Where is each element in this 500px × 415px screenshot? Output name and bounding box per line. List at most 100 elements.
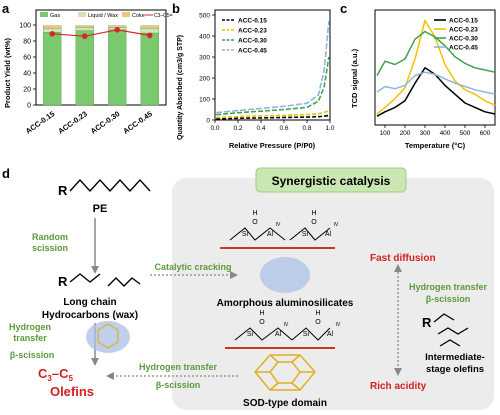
chart-b-xtick-label: 0.0 [210, 125, 219, 132]
legend-label-liquid: Liquid / Wax [88, 13, 118, 19]
scission-label: scission [32, 243, 68, 253]
svg-text:IV: IV [336, 322, 341, 328]
bar-liquid [140, 28, 159, 34]
sod-structure: Si Al Si Al H O H O IV IV [225, 310, 341, 349]
arrow-head-catalytic [230, 271, 238, 279]
chart-c-xtick-label: 400 [440, 130, 451, 137]
chart-b-xtick-label: 0.6 [279, 125, 288, 132]
chart-b-legend-label: ACC-0.15 [238, 18, 267, 25]
stage-olefins-label: stage olefins [426, 364, 484, 375]
chart-b-series-0 [216, 114, 329, 120]
intermediate-label: Intermediate- [425, 352, 485, 363]
legend-swatch-coke [122, 12, 130, 17]
svg-text:O: O [259, 319, 265, 326]
chart-c-xtick-label: 300 [420, 130, 431, 137]
bar-coke [75, 25, 94, 28]
random-label: Random [32, 232, 68, 242]
svg-text:IV: IV [284, 322, 289, 328]
sod-label: SOD-type domain [243, 398, 327, 409]
chart-a-ytick-label: 80 [23, 39, 31, 46]
svg-text:Si: Si [242, 231, 249, 238]
intermediate-chain-1 [433, 313, 455, 323]
chart-b-legend-label: ACC-0.45 [238, 48, 267, 55]
chart-b-ytick-label: 200 [199, 76, 210, 83]
chart-c-xlabel: Temperature (°C) [405, 141, 466, 150]
svg-text:H: H [259, 310, 264, 317]
beta-scission-left-label: β-scission [10, 350, 55, 360]
bar-gas [43, 32, 62, 106]
legend-label-c3c5: C3–C5= [154, 13, 173, 19]
chart-c-legend-label: ACC-0.15 [449, 18, 478, 25]
chart-b-xtick-label: 1.0 [325, 125, 334, 132]
point-c3c5 [146, 32, 153, 39]
panel-label-a: a [2, 1, 10, 16]
point-c3c5 [114, 27, 121, 33]
point-c3c5 [49, 31, 56, 37]
chart-a-ylabel: Product Yield (wt%) [3, 37, 12, 108]
bar-gas [140, 32, 159, 106]
hydrocarbons-label: Hydrocarbons (wax) [42, 310, 138, 321]
svg-text:O: O [315, 319, 321, 326]
beta-scission-right-label: β-scission [426, 294, 471, 304]
chart-c-series-3 [376, 71, 496, 95]
series-line-c3c5 [52, 29, 150, 37]
arrow-head-bottom [106, 372, 114, 380]
chart-c-xtick-label: 100 [380, 130, 391, 137]
panel-label-c: c [340, 1, 347, 16]
chart-c-ylabel: TCD signal (a.u.) [350, 48, 359, 108]
chart-a-legend: Gas Liquid / Wax Coke C3–C5= [40, 12, 173, 19]
amorphous-blob [260, 257, 310, 293]
chart-a-ytick-label: 0 [27, 103, 31, 110]
legend-label-gas: Gas [50, 13, 60, 19]
chart-c-legend-label: ACC-0.45 [449, 45, 478, 52]
bar-gas [108, 29, 127, 106]
chart-a-xtick-label: ACC-0.45 [121, 109, 153, 135]
synergy-panel [172, 178, 494, 410]
chart-a-ytick-label: 100 [19, 23, 31, 30]
legend-swatch-liquid [78, 12, 86, 17]
svg-text:Al: Al [275, 331, 282, 338]
chart-b-xtick-label: 0.2 [233, 125, 242, 132]
svg-text:O: O [252, 219, 258, 226]
svg-text:Si: Si [302, 231, 309, 238]
chart-a-ytick-label: 20 [23, 87, 31, 94]
svg-text:Al: Al [267, 231, 274, 238]
bar-coke [43, 25, 62, 29]
chart-b-legend-label: ACC-0.23 [238, 28, 267, 35]
arrow-head-down [394, 368, 402, 376]
olefins-c: C3–C5 [38, 366, 73, 383]
chart-b-ytick-label: 300 [199, 55, 210, 62]
catalytic-cracking-label: Catalytic cracking [154, 262, 231, 272]
svg-text:IV: IV [334, 222, 339, 228]
chart-b-series-2 [216, 56, 330, 116]
fast-diffusion-label: Fast diffusion [370, 253, 436, 264]
chart-c: TCD signal (a.u.) Temperature (°C) 100 20… [350, 9, 496, 150]
chart-c-legend-label: ACC-0.30 [449, 36, 478, 43]
chart-a-xtick-label: ACC-0.30 [89, 109, 121, 135]
svg-text:IV: IV [276, 222, 281, 228]
chart-c-series-2 [376, 30, 496, 76]
chart-c-xtick-label: 500 [460, 130, 471, 137]
chart-a-xtick-label: ACC-0.23 [56, 109, 88, 135]
hydrogen-transfer-right-label: Hydrogen transfer [409, 282, 488, 292]
svg-text:Si: Si [303, 331, 310, 338]
catalyst-blob-left [86, 321, 130, 353]
wax-chain-2 [107, 277, 141, 287]
legend-label-coke: Coke [132, 13, 145, 19]
chart-a-ytick-label: 40 [23, 71, 31, 78]
chart-a-xtick-label: ACC-0.15 [24, 109, 56, 135]
arrow-head-up [394, 264, 402, 272]
svg-text:Al: Al [325, 231, 332, 238]
legend-swatch-gas [40, 12, 48, 17]
chart-b-legend-label: ACC-0.30 [238, 38, 267, 45]
wax-r: R [58, 274, 68, 289]
olefins-label: Olefins [50, 384, 94, 399]
transfer-label: transfer [13, 333, 47, 343]
synergy-header [255, 167, 407, 193]
wax-chain-1 [69, 273, 101, 283]
chart-b-ylabel: Quantity Absorbed (cm3/g STP) [177, 35, 184, 140]
bar-coke [140, 25, 159, 29]
chart-b-ytick-label: 100 [199, 97, 210, 104]
chart-b-ytick-label: 0 [206, 118, 210, 125]
